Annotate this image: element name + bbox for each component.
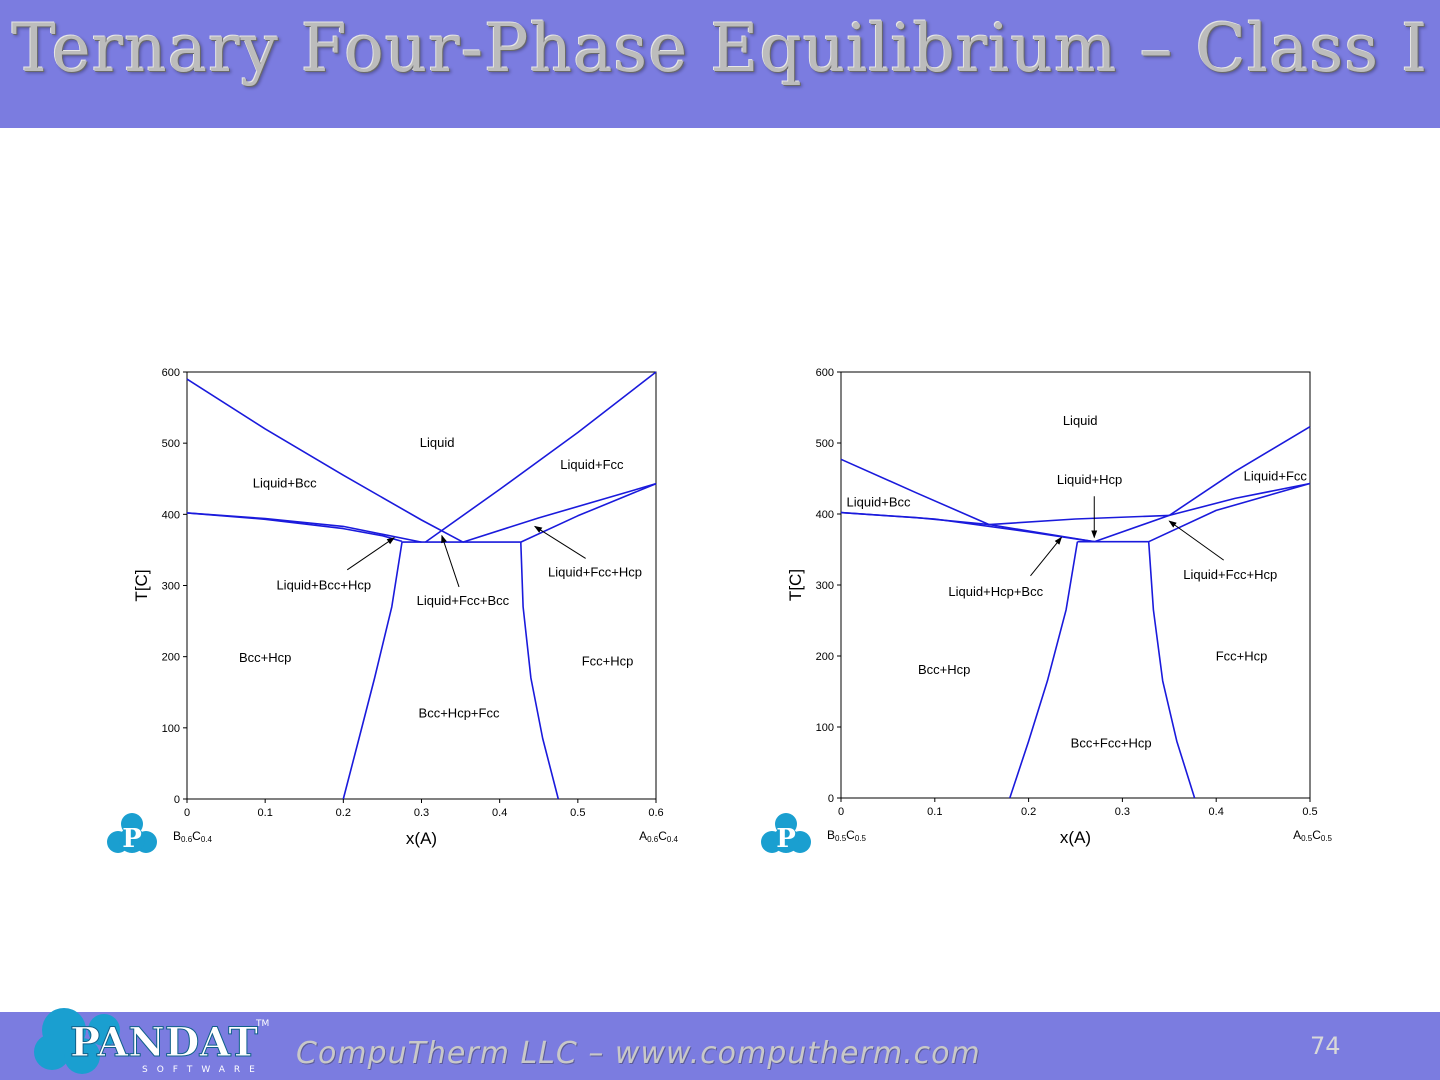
y-tick-label: 300	[816, 580, 834, 592]
pandat-logo-sub: SOFTWARE	[142, 1065, 264, 1075]
annotation-arrow	[1030, 536, 1063, 577]
phase-region-label: Liquid+Hcp+Bcc	[948, 584, 1043, 599]
phase-region-label: Bcc+Hcp+Fcc	[419, 706, 500, 721]
pandat-p-logo-icon: P	[107, 813, 157, 854]
phase-region-label: Liquid+Hcp	[1057, 472, 1122, 487]
phase-region-label: Liquid+Bcc+Hcp	[276, 578, 371, 593]
phase-region-label: Liquid+Fcc+Bcc	[417, 593, 510, 608]
phase-region-label: Liquid+Fcc+Hcp	[1183, 567, 1277, 582]
left-end-label: B0.6C0.4	[173, 829, 212, 844]
phase-boundary-line	[520, 482, 657, 543]
y-tick-label: 500	[162, 438, 180, 450]
phase-region-label: Liquid+Fcc	[1244, 468, 1308, 483]
phase-region-label: Fcc+Hcp	[582, 654, 634, 669]
plot-frame	[840, 371, 1311, 799]
phase-boundary-line	[1168, 426, 1311, 517]
phase-region-label: Liquid+Bcc	[847, 495, 911, 510]
x-tick-label: 0.4	[1209, 806, 1224, 818]
phase-boundary-line	[186, 512, 403, 543]
x-tick-label: 0.6	[648, 807, 663, 819]
y-tick-label: 300	[162, 581, 180, 593]
y-axis-label: T[C]	[132, 569, 151, 601]
left-end-label: B0.5C0.5	[827, 828, 866, 843]
y-tick-label: 200	[816, 651, 834, 663]
phase-boundary-line	[1147, 541, 1196, 799]
phase-region-label: Liquid+Fcc+Hcp	[548, 565, 642, 580]
phase-boundary-line	[462, 482, 657, 543]
y-tick-label: 0	[828, 793, 834, 805]
x-tick-label: 0.2	[336, 807, 351, 819]
phase-region-label: Bcc+Hcp	[918, 662, 970, 677]
page-number: 74	[1310, 1032, 1341, 1060]
y-tick-label: 100	[162, 723, 180, 735]
right-end-label: A0.5C0.5	[1293, 828, 1332, 843]
phase-region-label: Liquid	[1063, 413, 1098, 428]
title-band	[0, 0, 1440, 128]
phase-diagram-left: 0 0.1 0.2 0.3 0.4 0.5 0.6 0 100 200 300 400 500 600 x(…	[132, 367, 679, 848]
phase-boundary-line	[840, 458, 990, 526]
phase-boundary-line	[989, 514, 1170, 526]
phase-boundary-line	[989, 523, 1095, 543]
pandat-logo-text: PANDAT	[70, 1019, 258, 1066]
y-tick-label: 200	[162, 652, 180, 664]
x-tick-label: 0	[838, 806, 844, 818]
y-tick-label: 400	[162, 509, 180, 521]
footer-text: CompuTherm LLC – www.computherm.com	[296, 1036, 981, 1071]
phase-region-label: Bcc+Fcc+Hcp	[1071, 735, 1152, 750]
annotation-arrow	[1168, 520, 1224, 561]
annotation-arrow	[533, 525, 586, 559]
pandat-logo-tm: TM	[255, 1019, 269, 1029]
y-tick-label: 600	[162, 367, 180, 379]
x-tick-label: 0.2	[1021, 806, 1036, 818]
phase-boundary-line	[840, 511, 1095, 543]
x-axis-label: x(A)	[406, 829, 437, 848]
phase-region-label: Fcc+Hcp	[1216, 649, 1268, 664]
x-tick-label: 0.5	[570, 807, 585, 819]
y-tick-label: 400	[816, 509, 834, 521]
pandat-logo: PANDAT TM SOFTWARE	[34, 1008, 269, 1075]
pandat-p-logo-icon: P	[761, 813, 811, 854]
x-tick-label: 0	[184, 807, 190, 819]
y-tick-label: 600	[816, 367, 834, 379]
y-tick-label: 100	[816, 722, 834, 734]
phase-region-label: Liquid+Bcc	[253, 476, 317, 491]
annotation-arrow	[441, 534, 460, 588]
phase-boundary-line	[186, 378, 464, 543]
phase-boundary-line	[1148, 482, 1311, 543]
y-tick-label: 500	[816, 438, 834, 450]
phase-boundary-line	[1009, 541, 1079, 799]
x-tick-label: 0.4	[492, 807, 507, 819]
phase-region-label: Liquid+Fcc	[560, 457, 624, 472]
phase-boundary-line	[520, 542, 560, 800]
x-tick-label: 0.5	[1302, 806, 1317, 818]
phase-region-label: Bcc+Hcp	[239, 650, 291, 665]
x-tick-label: 0.3	[414, 807, 429, 819]
y-axis-label: T[C]	[786, 569, 805, 601]
x-axis-label: x(A)	[1060, 828, 1091, 847]
footer-band	[0, 1012, 1440, 1080]
phase-diagram-right: 0 0.1 0.2 0.3 0.4 0.5 0 100 200 300 400 500 600 x(A) T…	[786, 367, 1333, 847]
phase-boundary-line	[1094, 514, 1170, 543]
phase-boundary-line	[342, 541, 403, 800]
phase-boundary-line	[1169, 482, 1311, 517]
x-tick-label: 0.3	[1115, 806, 1130, 818]
x-tick-label: 0.1	[927, 806, 942, 818]
right-end-label: A0.6C0.4	[639, 829, 678, 844]
pandat-p-letter: P	[122, 824, 142, 854]
x-tick-label: 0.1	[258, 807, 273, 819]
slide-title: Ternary Four-Phase Equilibrium – Class I	[11, 10, 1429, 87]
phase-boundary-line	[424, 371, 657, 543]
pandat-p-letter: P	[776, 824, 796, 854]
annotation-arrow	[346, 537, 395, 571]
y-tick-label: 0	[174, 794, 180, 806]
phase-region-label: Liquid	[420, 435, 455, 450]
phase-boundary-line	[186, 512, 422, 543]
